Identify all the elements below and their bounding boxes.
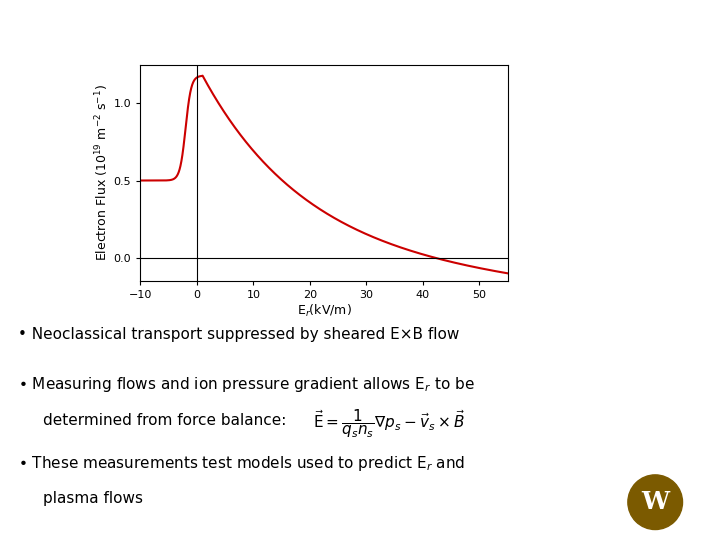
Text: plasma flows: plasma flows — [43, 491, 143, 507]
Text: • These measurements test models used to predict E$_r$ and: • These measurements test models used to… — [18, 454, 465, 472]
Text: determined from force balance:: determined from force balance: — [43, 413, 287, 428]
Text: • Neoclassical transport suppressed by sheared E×B flow: • Neoclassical transport suppressed by s… — [18, 327, 459, 342]
X-axis label: E$_r$(kV/m): E$_r$(kV/m) — [297, 302, 351, 319]
Circle shape — [628, 475, 683, 530]
Text: • Measuring flows and ion pressure gradient allows E$_r$ to be: • Measuring flows and ion pressure gradi… — [18, 375, 474, 394]
Text: $\mathrm{\vec{E}} = \dfrac{1}{q_s n_s} \nabla p_s - \vec{v}_s \times \vec{B}$: $\mathrm{\vec{E}} = \dfrac{1}{q_s n_s} \… — [313, 408, 466, 441]
Y-axis label: Electron Flux (10$^{19}$ m$^{-2}$ s$^{-1}$): Electron Flux (10$^{19}$ m$^{-2}$ s$^{-1… — [94, 84, 111, 261]
Text: W: W — [641, 490, 670, 514]
Text: Goal is to measure radial electric field and its impact on transport: Goal is to measure radial electric field… — [11, 18, 607, 36]
